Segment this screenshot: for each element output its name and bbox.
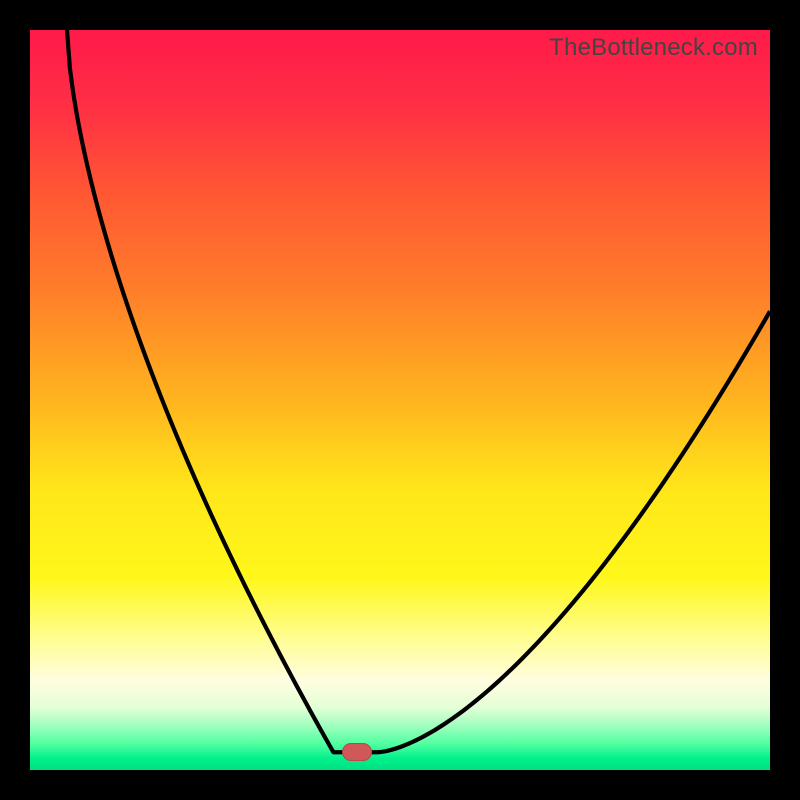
bottleneck-chart	[30, 30, 770, 770]
plot-area	[30, 30, 770, 770]
optimal-point-marker	[342, 743, 372, 761]
watermark-text: TheBottleneck.com	[549, 34, 758, 62]
figure-frame: TheBottleneck.com	[0, 0, 800, 800]
gradient-background	[30, 30, 770, 770]
